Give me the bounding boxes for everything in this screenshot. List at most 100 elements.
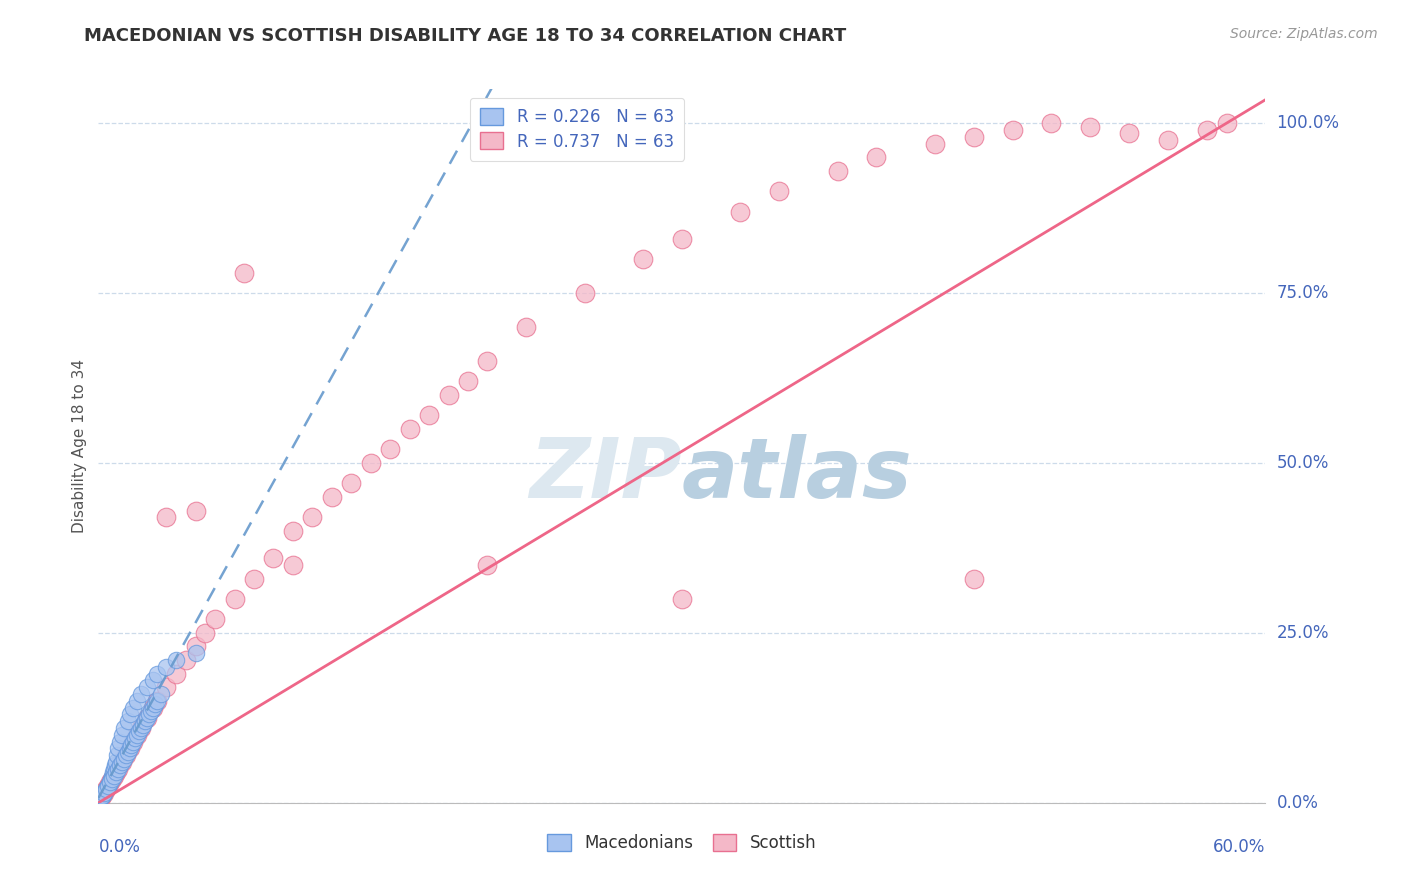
Point [136, 680, 159, 694]
Point [118, 741, 141, 756]
Point [103, 769, 125, 783]
Point [89, 792, 111, 806]
Point [136, 711, 159, 725]
Point [924, 136, 946, 151]
Point [155, 660, 177, 674]
Point [146, 694, 169, 708]
Point [97, 779, 120, 793]
Point [139, 704, 162, 718]
Point [174, 653, 197, 667]
Text: 0.0%: 0.0% [1277, 794, 1319, 812]
Point [93, 786, 115, 800]
Point [91, 789, 114, 803]
Y-axis label: Disability Age 18 to 34: Disability Age 18 to 34 [72, 359, 87, 533]
Point [94, 783, 117, 797]
Point [224, 591, 246, 606]
Point [281, 558, 304, 572]
Point [437, 388, 460, 402]
Point [111, 755, 134, 769]
Point [89, 792, 111, 806]
Point [129, 687, 152, 701]
Point [101, 765, 124, 780]
Point [122, 734, 145, 748]
Point [114, 748, 136, 763]
Point [122, 734, 145, 748]
Text: atlas: atlas [682, 434, 912, 515]
Point [107, 741, 129, 756]
Point [233, 266, 256, 280]
Point [121, 738, 143, 752]
Point [1040, 116, 1063, 130]
Point [204, 612, 226, 626]
Point [631, 252, 654, 266]
Point [103, 762, 125, 776]
Point [111, 755, 134, 769]
Point [827, 163, 849, 178]
Point [104, 755, 127, 769]
Point [146, 694, 169, 708]
Legend: Macedonians, Scottish: Macedonians, Scottish [541, 827, 823, 859]
Text: 75.0%: 75.0% [1277, 284, 1329, 302]
Point [671, 232, 693, 246]
Point [96, 782, 118, 797]
Point [155, 510, 177, 524]
Point [768, 184, 790, 198]
Point [98, 775, 121, 789]
Point [418, 409, 440, 423]
Point [477, 558, 499, 572]
Point [149, 687, 172, 701]
Point [117, 745, 139, 759]
Point [91, 789, 114, 803]
Point [124, 731, 146, 746]
Point [91, 788, 114, 802]
Point [165, 653, 187, 667]
Point [118, 707, 141, 722]
Point [129, 721, 152, 735]
Point [107, 762, 129, 776]
Text: 0.0%: 0.0% [98, 838, 141, 856]
Point [184, 646, 207, 660]
Point [865, 150, 887, 164]
Point [108, 758, 131, 772]
Point [128, 724, 150, 739]
Point [301, 510, 323, 524]
Point [90, 790, 112, 805]
Point [142, 700, 165, 714]
Point [107, 762, 129, 776]
Point [104, 765, 127, 780]
Point [101, 772, 124, 786]
Point [262, 551, 284, 566]
Point [93, 786, 115, 800]
Point [730, 204, 752, 219]
Point [574, 286, 596, 301]
Point [117, 714, 139, 729]
Point [136, 711, 159, 725]
Point [108, 734, 131, 748]
Point [96, 782, 118, 797]
Point [96, 782, 118, 797]
Point [129, 721, 152, 735]
Point [112, 721, 135, 735]
Point [142, 700, 165, 714]
Text: MACEDONIAN VS SCOTTISH DISABILITY AGE 18 TO 34 CORRELATION CHART: MACEDONIAN VS SCOTTISH DISABILITY AGE 18… [84, 27, 846, 45]
Point [194, 626, 217, 640]
Point [104, 758, 127, 772]
Text: 50.0%: 50.0% [1277, 454, 1329, 472]
Point [111, 728, 134, 742]
Point [100, 772, 122, 786]
Point [103, 769, 125, 783]
Point [143, 698, 166, 712]
Point [671, 591, 693, 606]
Point [340, 476, 363, 491]
Point [962, 572, 984, 586]
Point [184, 503, 207, 517]
Point [118, 741, 141, 756]
Point [93, 786, 115, 800]
Point [122, 700, 145, 714]
Point [1157, 133, 1180, 147]
Point [127, 728, 149, 742]
Point [184, 640, 207, 654]
Point [380, 442, 402, 457]
Point [1195, 123, 1218, 137]
Point [97, 779, 120, 793]
